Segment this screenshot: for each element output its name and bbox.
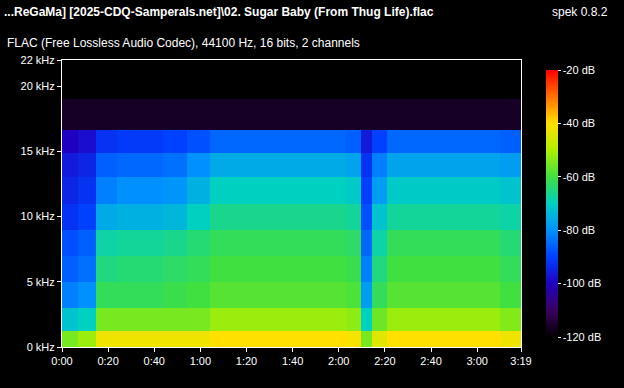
- svg-text:3:00: 3:00: [466, 355, 487, 367]
- svg-text:0:40: 0:40: [144, 355, 165, 367]
- svg-text:2:00: 2:00: [328, 355, 349, 367]
- svg-text:FLAC (Free Lossless Audio Code: FLAC (Free Lossless Audio Codec), 44100 …: [7, 36, 360, 50]
- svg-text:-100 dB: -100 dB: [563, 277, 602, 289]
- svg-text:1:20: 1:20: [236, 355, 257, 367]
- svg-text:...ReGaMa] [2025-CDQ-Samperals: ...ReGaMa] [2025-CDQ-Samperals.net]\02. …: [4, 5, 434, 19]
- svg-text:5 kHz: 5 kHz: [27, 276, 55, 288]
- svg-text:3:19: 3:19: [510, 355, 531, 367]
- svg-text:-40 dB: -40 dB: [563, 117, 595, 129]
- svg-text:-120 dB: -120 dB: [563, 331, 602, 343]
- svg-text:0 kHz: 0 kHz: [27, 341, 55, 353]
- svg-text:spek 0.8.2: spek 0.8.2: [552, 5, 608, 19]
- svg-text:10 kHz: 10 kHz: [21, 210, 55, 222]
- svg-text:2:40: 2:40: [420, 355, 441, 367]
- svg-text:-80 dB: -80 dB: [563, 224, 595, 236]
- svg-text:1:00: 1:00: [190, 355, 211, 367]
- svg-text:20 kHz: 20 kHz: [21, 80, 55, 92]
- svg-text:22 kHz: 22 kHz: [21, 54, 55, 66]
- svg-text:1:40: 1:40: [282, 355, 303, 367]
- svg-text:15 kHz: 15 kHz: [21, 145, 55, 157]
- svg-text:-60 dB: -60 dB: [563, 171, 595, 183]
- svg-text:0:20: 0:20: [97, 355, 118, 367]
- svg-text:-20 dB: -20 dB: [563, 64, 595, 76]
- svg-text:2:20: 2:20: [374, 355, 395, 367]
- svg-text:0:00: 0:00: [51, 355, 72, 367]
